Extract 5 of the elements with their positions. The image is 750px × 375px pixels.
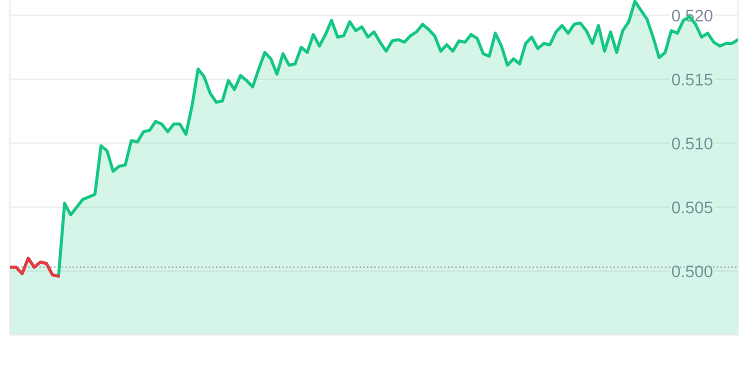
y-tick-label: 0.510 bbox=[672, 138, 712, 150]
y-tick-label: 0.515 bbox=[672, 74, 712, 86]
line-series bbox=[10, 256, 60, 278]
y-tick-label: 0.505 bbox=[672, 202, 712, 214]
y-tick-label: 0.500 bbox=[672, 265, 712, 278]
